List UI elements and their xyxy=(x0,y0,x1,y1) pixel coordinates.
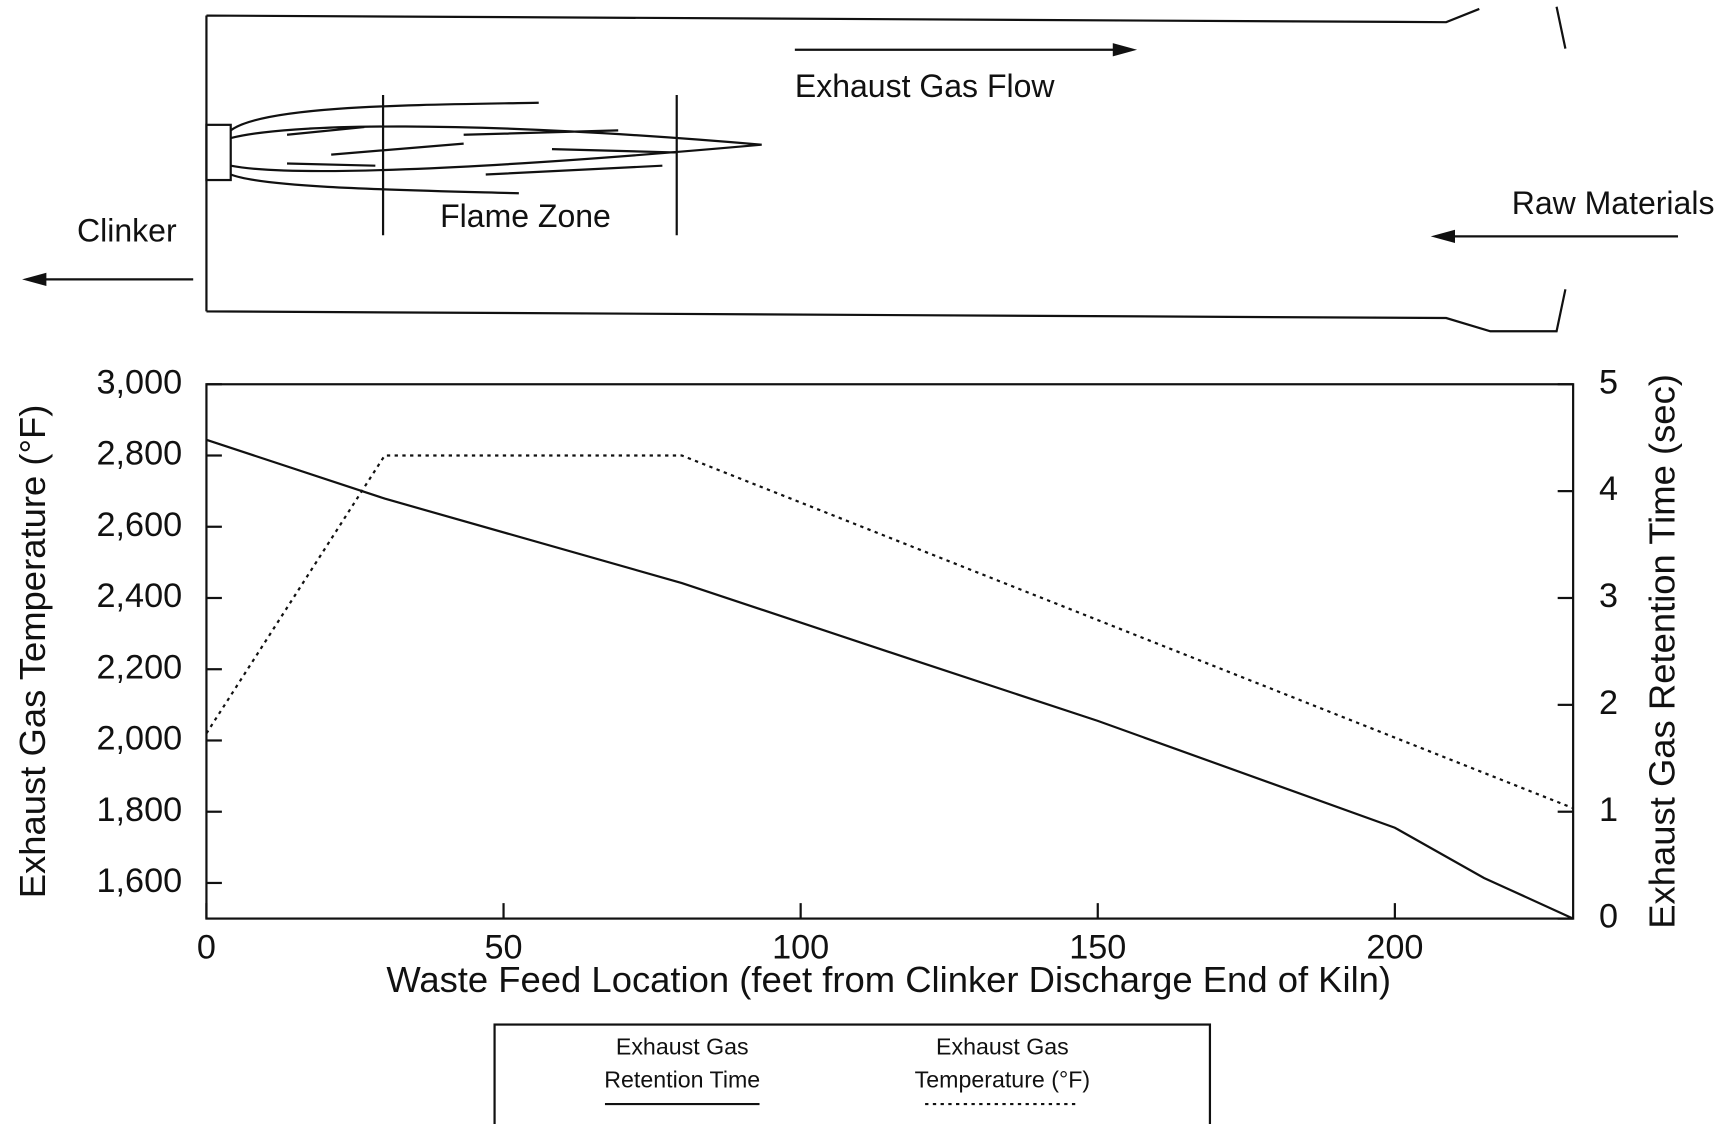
kiln-diagram xyxy=(22,7,1678,332)
diagram-label: Exhaust Gas Flow xyxy=(795,68,1056,104)
series-line xyxy=(206,456,1573,809)
diagram-label: Raw Materials xyxy=(1512,185,1715,221)
y-tick-label: 3,000 xyxy=(97,363,183,401)
y2-tick-label: 4 xyxy=(1599,470,1618,508)
legend-entry: Exhaust Gas Retention Time (seconds) xyxy=(539,1031,826,1102)
y-tick-label: 2,200 xyxy=(97,648,183,686)
x-tick-label: 0 xyxy=(197,929,216,967)
y-tick-label: 2,000 xyxy=(97,720,183,758)
y-tick-label: 2,600 xyxy=(97,506,183,544)
y-tick-label: 1,800 xyxy=(97,791,183,829)
x-axis-label: Waste Feed Location (feet from Clinker D… xyxy=(386,959,1391,1000)
y2-axis-label: Exhaust Gas Retention Time (sec) xyxy=(1641,374,1682,929)
x-tick-label: 200 xyxy=(1366,929,1423,967)
y-tick-label: 1,600 xyxy=(97,862,183,900)
y-axis-label: Exhaust Gas Temperature (°F) xyxy=(12,405,53,899)
legend-label: Exhaust Gas Retention Time (seconds) xyxy=(539,1031,826,1102)
y2-tick-label: 3 xyxy=(1599,577,1618,615)
y-tick-label: 2,400 xyxy=(97,577,183,615)
legend-entry: Exhaust Gas Temperature (°F) xyxy=(859,1031,1146,1102)
diagram-label: Flame Zone xyxy=(440,198,611,234)
y2-tick-label: 1 xyxy=(1599,791,1618,829)
x-tick-label: 150 xyxy=(1069,929,1126,967)
chart: Waste Feed Location (feet from Clinker D… xyxy=(0,0,1731,1124)
y2-tick-label: 2 xyxy=(1599,684,1618,722)
diagram-label: Clinker xyxy=(77,212,177,248)
series-line xyxy=(206,440,1573,919)
x-tick-label: 50 xyxy=(485,929,523,967)
y-tick-label: 2,800 xyxy=(97,435,183,473)
y2-tick-label: 5 xyxy=(1599,363,1618,401)
y2-tick-label: 0 xyxy=(1599,898,1618,936)
legend-label: Exhaust Gas Temperature (°F) xyxy=(859,1031,1146,1097)
x-tick-label: 100 xyxy=(772,929,829,967)
